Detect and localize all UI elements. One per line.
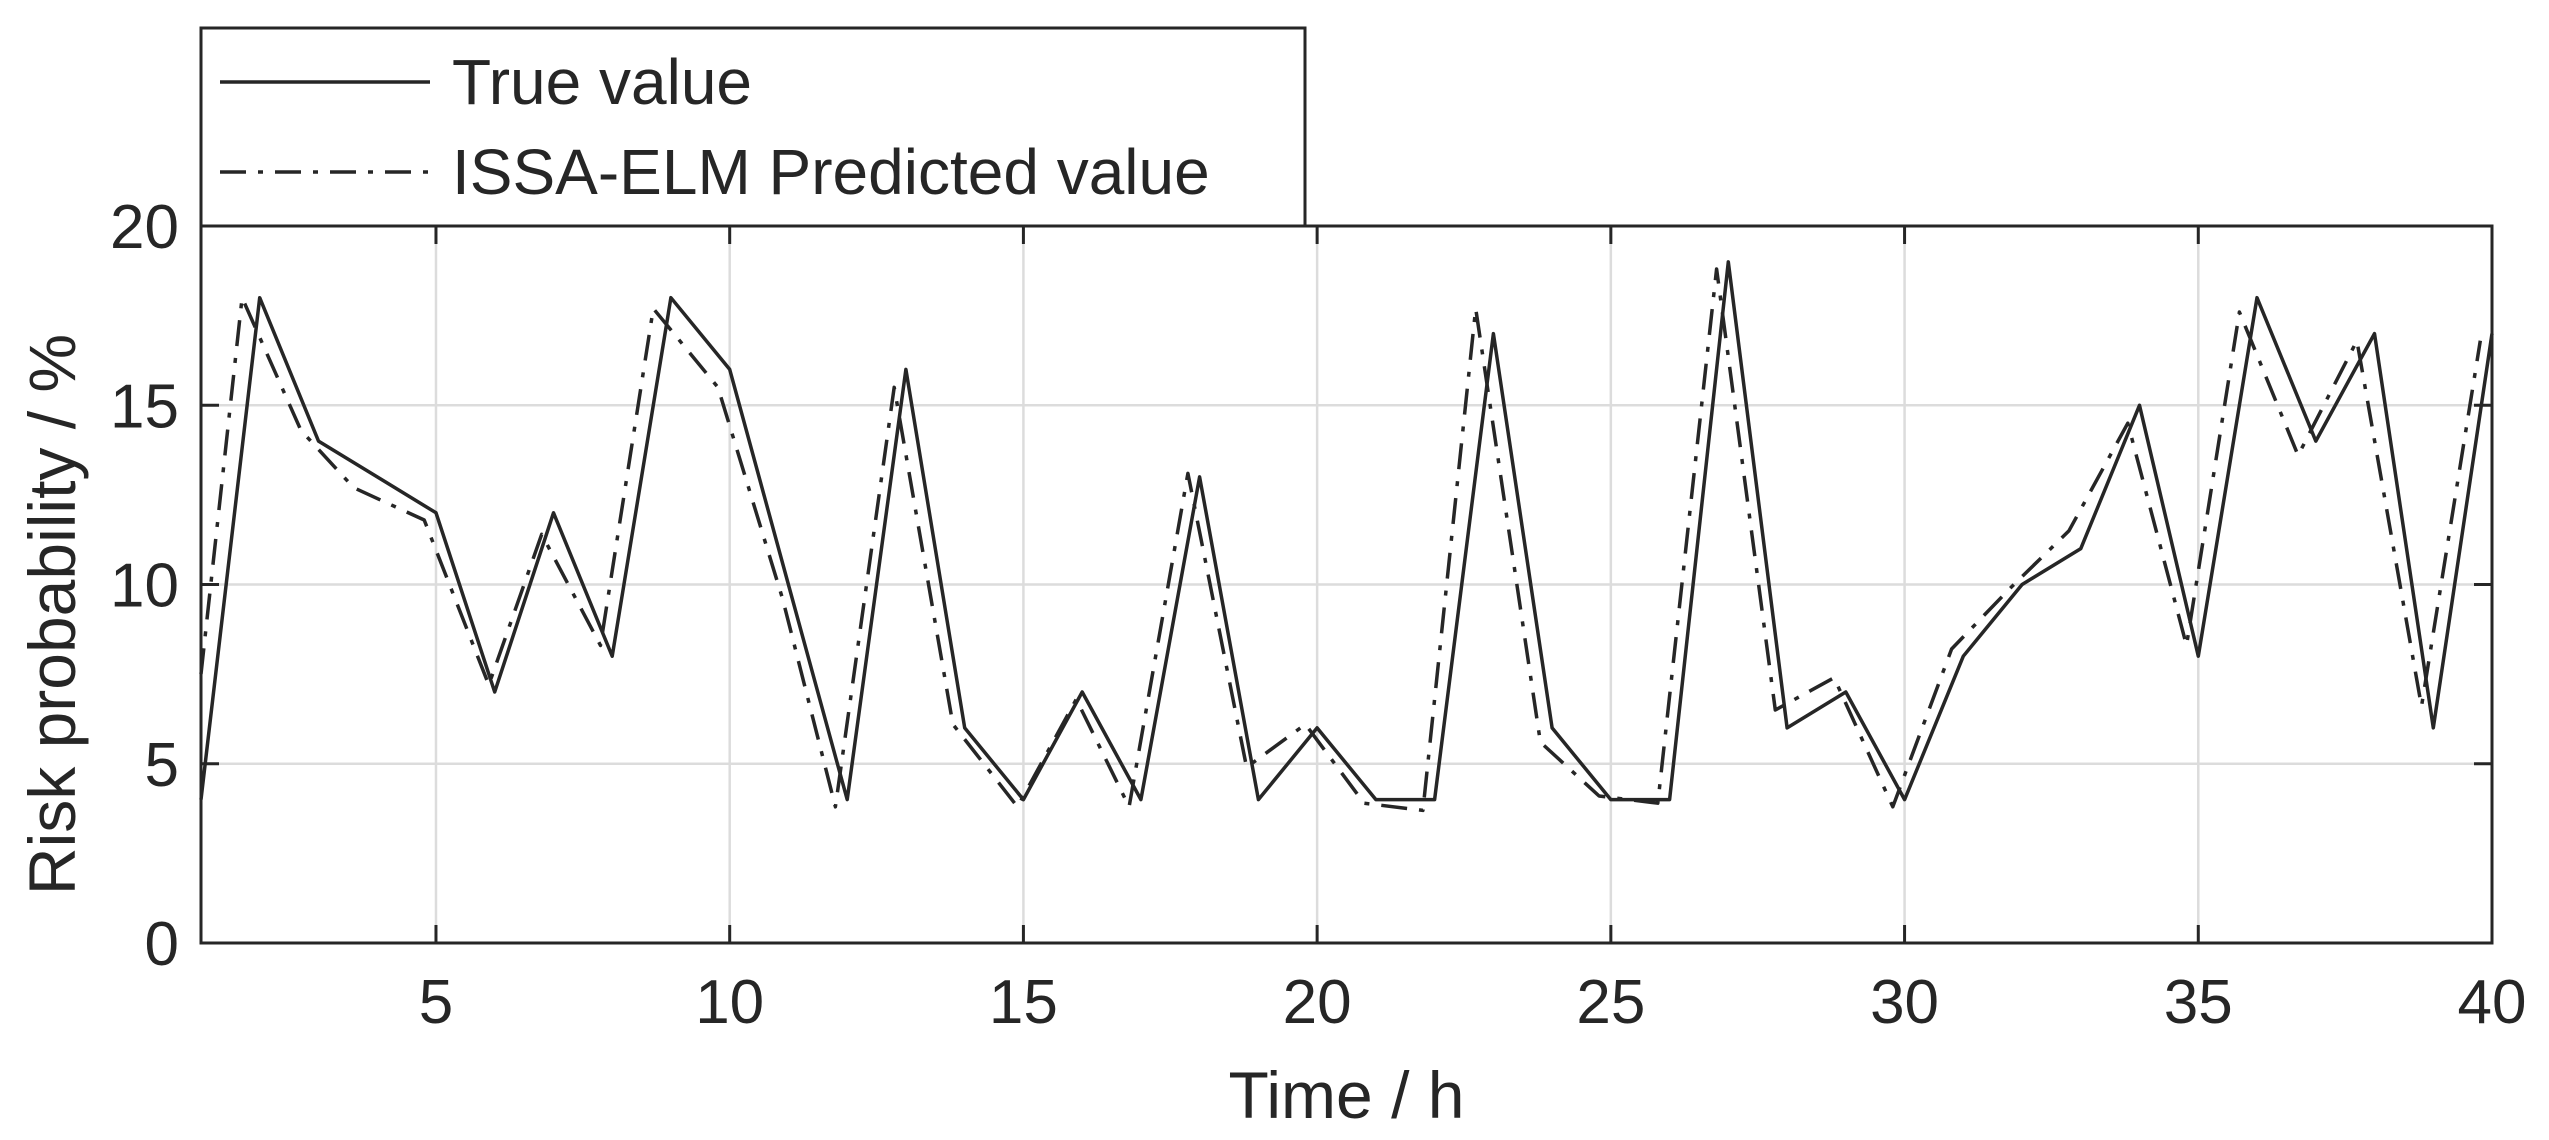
legend-label-true-value: True value xyxy=(452,46,752,118)
legend-box xyxy=(199,26,1307,228)
y-axis-label: Risk probability / % xyxy=(15,334,89,895)
y-tick-label: 15 xyxy=(110,372,179,441)
x-tick-label: 30 xyxy=(1870,968,1939,1037)
y-tick-label: 20 xyxy=(110,193,179,262)
series-line-predicted-value xyxy=(199,267,2483,813)
series-layer xyxy=(199,260,2494,813)
x-tick-label: 15 xyxy=(989,968,1058,1037)
x-tick-label: 20 xyxy=(1283,968,1352,1037)
x-tick-label: 5 xyxy=(419,968,453,1037)
y-tick-label: 5 xyxy=(145,731,179,800)
y-tick-label: 10 xyxy=(110,552,179,621)
x-tick-label: 25 xyxy=(1576,968,1645,1037)
y-tick-label: 0 xyxy=(145,910,179,979)
legend: True value ISSA-ELM Predicted value xyxy=(199,26,1307,228)
series-line-true-value xyxy=(199,260,2494,802)
x-axis-label: Time / h xyxy=(1229,1058,1465,1132)
x-tick-label: 40 xyxy=(2458,968,2527,1037)
x-tick-label: 10 xyxy=(695,968,764,1037)
x-tick-label: 35 xyxy=(2164,968,2233,1037)
legend-label-predicted-value: ISSA-ELM Predicted value xyxy=(452,136,1210,208)
axis-ticks: 5 10 15 20 25 30 35 40 0 5 10 15 20 xyxy=(110,193,2526,1037)
